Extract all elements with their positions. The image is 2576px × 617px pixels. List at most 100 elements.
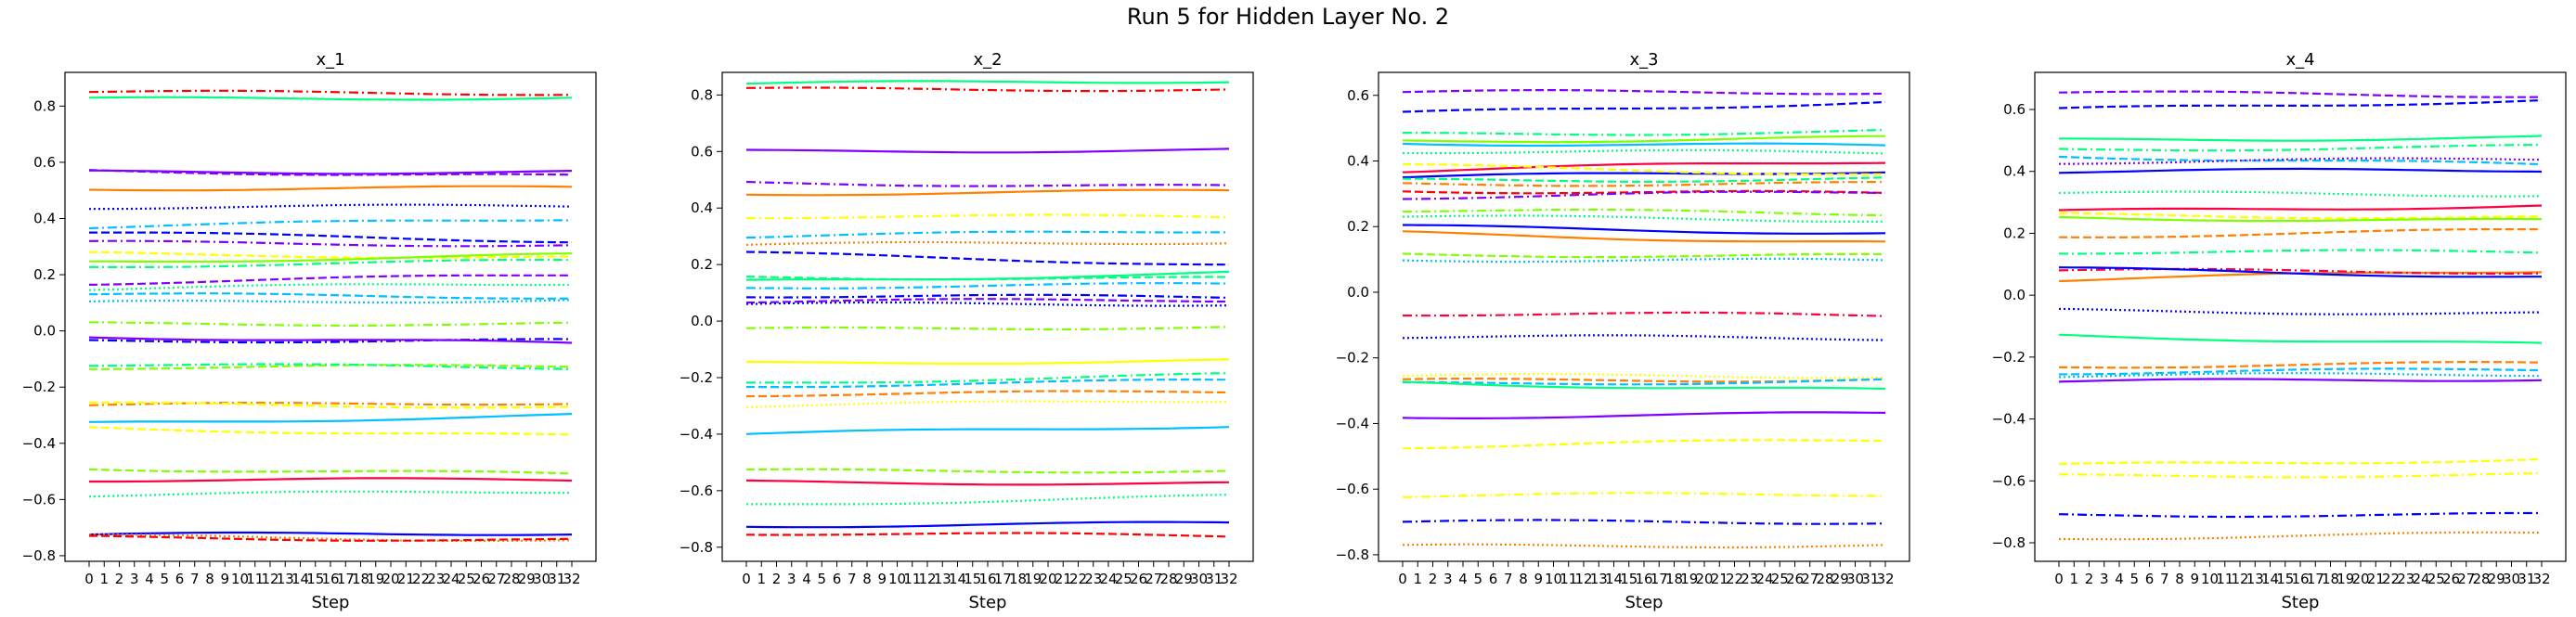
x-tick-label: 6	[1489, 571, 1498, 587]
x-tick-label: 29	[1175, 571, 1193, 587]
series-line	[88, 531, 573, 536]
series-line	[88, 413, 573, 423]
x-tick-label: 12	[1574, 571, 1592, 587]
series-line	[745, 148, 1230, 154]
series-line	[2058, 155, 2543, 166]
x-tick-label: 2	[772, 571, 782, 587]
x-tick-label: 26	[472, 571, 490, 587]
x-tick-label: 13	[2246, 571, 2264, 587]
x-tick-label: 26	[1130, 571, 1147, 587]
series-line	[1402, 519, 1886, 525]
subplot-title: x_3	[1629, 50, 1658, 70]
x-tick-label: 4	[802, 571, 811, 587]
series-line	[2058, 215, 2543, 223]
series-line	[1402, 190, 1886, 200]
y-tick-label: −0.8	[22, 547, 56, 564]
x-tick-label: 22	[1726, 571, 1743, 587]
x-tick-label: 30	[1846, 571, 1864, 587]
x-tick-label: 26	[1786, 571, 1804, 587]
y-tick-label: −0.8	[680, 539, 713, 556]
series-line	[745, 188, 1230, 197]
x-tick-label: 32	[2532, 571, 2550, 587]
figure-title: Run 5 for Hidden Layer No. 2	[1126, 4, 1450, 30]
y-tick-label: 0.2	[33, 266, 56, 283]
y-tick-label: 0.0	[33, 323, 56, 340]
x-tick-label: 25	[2427, 571, 2445, 587]
y-tick-label: 0.4	[33, 210, 56, 226]
x-tick-label: 9	[220, 571, 229, 587]
y-tick-label: −0.8	[1336, 546, 1369, 563]
series-line	[2058, 99, 2543, 109]
series-line	[745, 301, 1230, 307]
series-line	[745, 326, 1230, 331]
series-line	[745, 298, 1229, 304]
y-tick-label: 0.0	[1347, 284, 1369, 301]
x-tick-label: 10	[2201, 571, 2219, 587]
subplot-title: x_1	[316, 50, 344, 70]
x-tick-label: 31	[548, 571, 565, 587]
x-tick-label: 13	[1590, 571, 1608, 587]
series-line	[745, 468, 1230, 474]
series-line	[745, 86, 1230, 93]
series-line	[88, 321, 573, 327]
series-line	[1402, 142, 1886, 148]
x-tick-label: 12	[2231, 571, 2248, 587]
series-line	[1403, 311, 1886, 317]
series-line	[745, 400, 1230, 408]
x-tick-label: 4	[2115, 571, 2124, 587]
chart-panel: 0 1 2 3 4 5 6 7 8 9 101112131415161718192021222324…	[22, 50, 597, 612]
y-tick-label: −0.2	[680, 369, 713, 386]
chart-panel: 0 1 2 3 4 5 6 7 8 9 101112131415161718192021222324…	[680, 50, 1254, 612]
series-line	[745, 240, 1230, 246]
x-tick-label: 24	[2412, 571, 2429, 587]
series-line	[745, 282, 1230, 289]
x-tick-label: 17	[337, 571, 355, 587]
series-line	[745, 479, 1230, 486]
x-tick-label: 24	[1755, 571, 1773, 587]
series-line	[746, 494, 1230, 506]
series-line	[2058, 372, 2543, 379]
x-tick-label: 29	[518, 571, 536, 587]
x-tick-label: 20	[2351, 571, 2369, 587]
x-tick-label: 15	[1620, 571, 1638, 587]
x-tick-label: 27	[1145, 571, 1162, 587]
series-line	[745, 180, 1230, 187]
series-line	[1402, 334, 1886, 341]
x-tick-label: 8	[2175, 571, 2184, 587]
x-tick-label: 14	[949, 571, 966, 587]
y-tick-label: −0.6	[1992, 472, 2026, 489]
series-line	[2058, 361, 2543, 369]
series-line	[745, 213, 1230, 220]
x-tick-label: 23	[2397, 571, 2414, 587]
x-tick-label: 16	[321, 571, 339, 587]
y-tick-label: 0.0	[691, 313, 713, 329]
y-tick-label: 0.0	[2003, 287, 2026, 303]
plot-frame	[721, 71, 1254, 562]
series-group	[2058, 90, 2543, 541]
x-tick-label: 9	[2190, 571, 2199, 587]
series-line	[1402, 543, 1886, 549]
x-tick-label: 0	[84, 571, 94, 587]
y-tick-label: −0.4	[680, 426, 713, 443]
series-line	[2058, 157, 2543, 165]
x-tick-label: 20	[382, 571, 399, 587]
y-tick-label: −0.4	[1992, 411, 2026, 428]
x-tick-label: 25	[1115, 571, 1133, 587]
chart-panel: 0 1 2 3 4 5 6 7 8 9 101112131415161718192021222324…	[1992, 50, 2567, 612]
x-tick-label: 21	[2367, 571, 2385, 587]
y-tick-label: −0.2	[1992, 349, 2026, 366]
x-tick-label: 25	[1771, 571, 1789, 587]
x-tick-label: 13	[934, 571, 951, 587]
x-tick-label: 9	[1534, 571, 1543, 587]
x-tick-label: 29	[2488, 571, 2505, 587]
y-tick-label: 0.4	[1347, 152, 1369, 169]
series-line	[1402, 208, 1886, 217]
series-line	[1402, 257, 1886, 264]
series-line	[1403, 378, 1886, 386]
x-tick-label: 4	[1458, 571, 1468, 587]
series-line	[88, 490, 572, 498]
y-tick-label: −0.2	[1336, 350, 1369, 366]
series-line	[745, 80, 1230, 85]
series-line	[88, 203, 573, 211]
series-line	[88, 89, 573, 96]
